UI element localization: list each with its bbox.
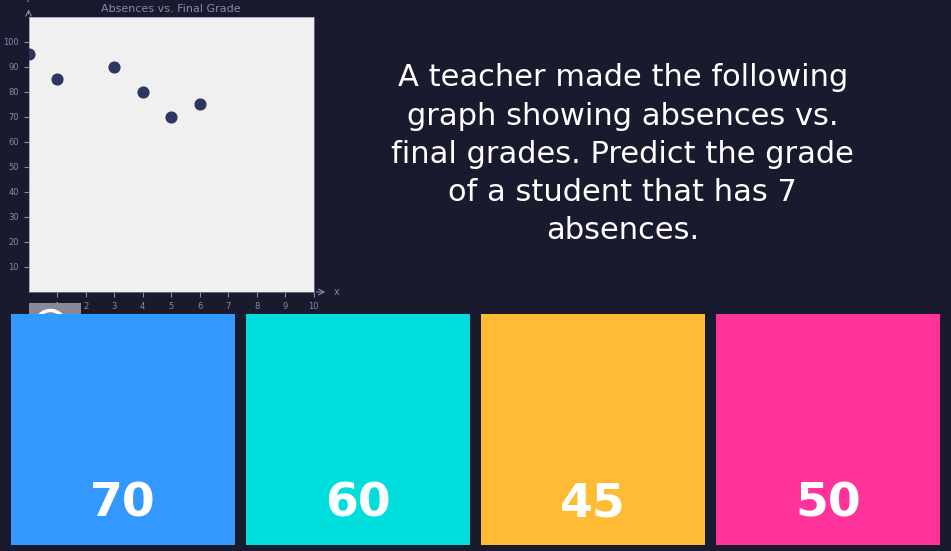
Text: y: y bbox=[26, 0, 31, 2]
Point bbox=[192, 100, 207, 109]
Text: 45: 45 bbox=[560, 482, 626, 526]
Title: Absences vs. Final Grade: Absences vs. Final Grade bbox=[102, 4, 241, 14]
Point bbox=[164, 112, 179, 121]
Text: x: x bbox=[334, 287, 340, 297]
Text: 70: 70 bbox=[90, 482, 156, 526]
X-axis label: Absences: Absences bbox=[147, 316, 195, 326]
Point bbox=[135, 87, 150, 96]
Text: 60: 60 bbox=[325, 482, 391, 526]
Point bbox=[107, 62, 122, 71]
Text: 50: 50 bbox=[795, 482, 861, 526]
Text: +: + bbox=[42, 315, 59, 333]
Point bbox=[49, 75, 65, 84]
Text: A teacher made the following
graph showing absences vs.
final grades. Predict th: A teacher made the following graph showi… bbox=[392, 63, 854, 245]
Point bbox=[21, 50, 36, 58]
